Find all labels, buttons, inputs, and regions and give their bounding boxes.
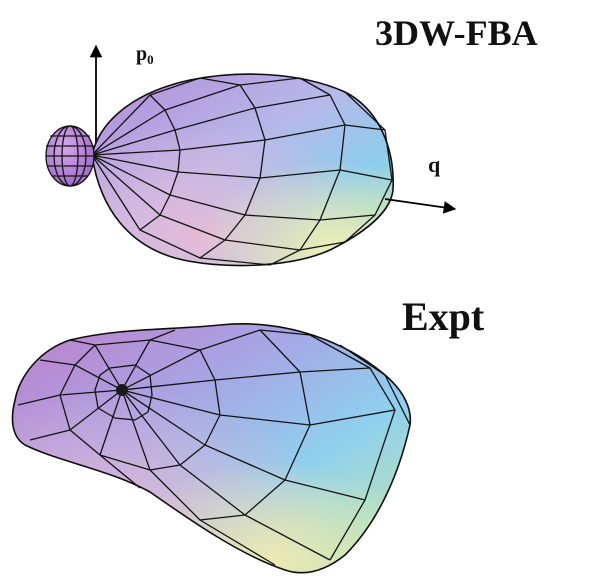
theory-surface <box>45 44 457 267</box>
theory-title: 3DW-FBA <box>375 13 538 53</box>
axis-p0-label: p0 <box>136 43 154 67</box>
experiment-title: Expt <box>402 294 485 339</box>
theory-lobe-mesh <box>91 77 393 266</box>
axis-q-arrow <box>384 198 457 214</box>
experiment-lobe-mesh <box>17 329 411 566</box>
experiment-lobe-outline <box>11 323 412 574</box>
experiment-surface <box>11 323 412 574</box>
theory-lobe-outline <box>91 73 394 267</box>
axis-q-label: q <box>428 152 441 177</box>
theory-small-lobe <box>45 125 95 187</box>
experiment-focal-node <box>116 384 128 396</box>
